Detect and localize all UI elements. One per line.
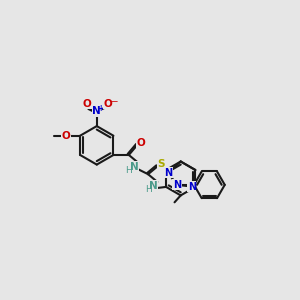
Text: N: N bbox=[164, 168, 172, 178]
Text: −: − bbox=[110, 96, 118, 105]
Text: N: N bbox=[149, 181, 158, 191]
Text: O: O bbox=[104, 99, 113, 109]
Text: H: H bbox=[125, 166, 132, 175]
Text: N: N bbox=[92, 106, 101, 116]
Text: H: H bbox=[145, 185, 152, 194]
Text: S: S bbox=[158, 159, 165, 169]
Text: O: O bbox=[137, 138, 146, 148]
Text: O: O bbox=[82, 99, 91, 109]
Text: +: + bbox=[97, 104, 103, 113]
Text: O: O bbox=[62, 131, 70, 141]
Text: N: N bbox=[188, 182, 196, 191]
Text: N: N bbox=[130, 161, 139, 172]
Text: N: N bbox=[173, 180, 181, 190]
